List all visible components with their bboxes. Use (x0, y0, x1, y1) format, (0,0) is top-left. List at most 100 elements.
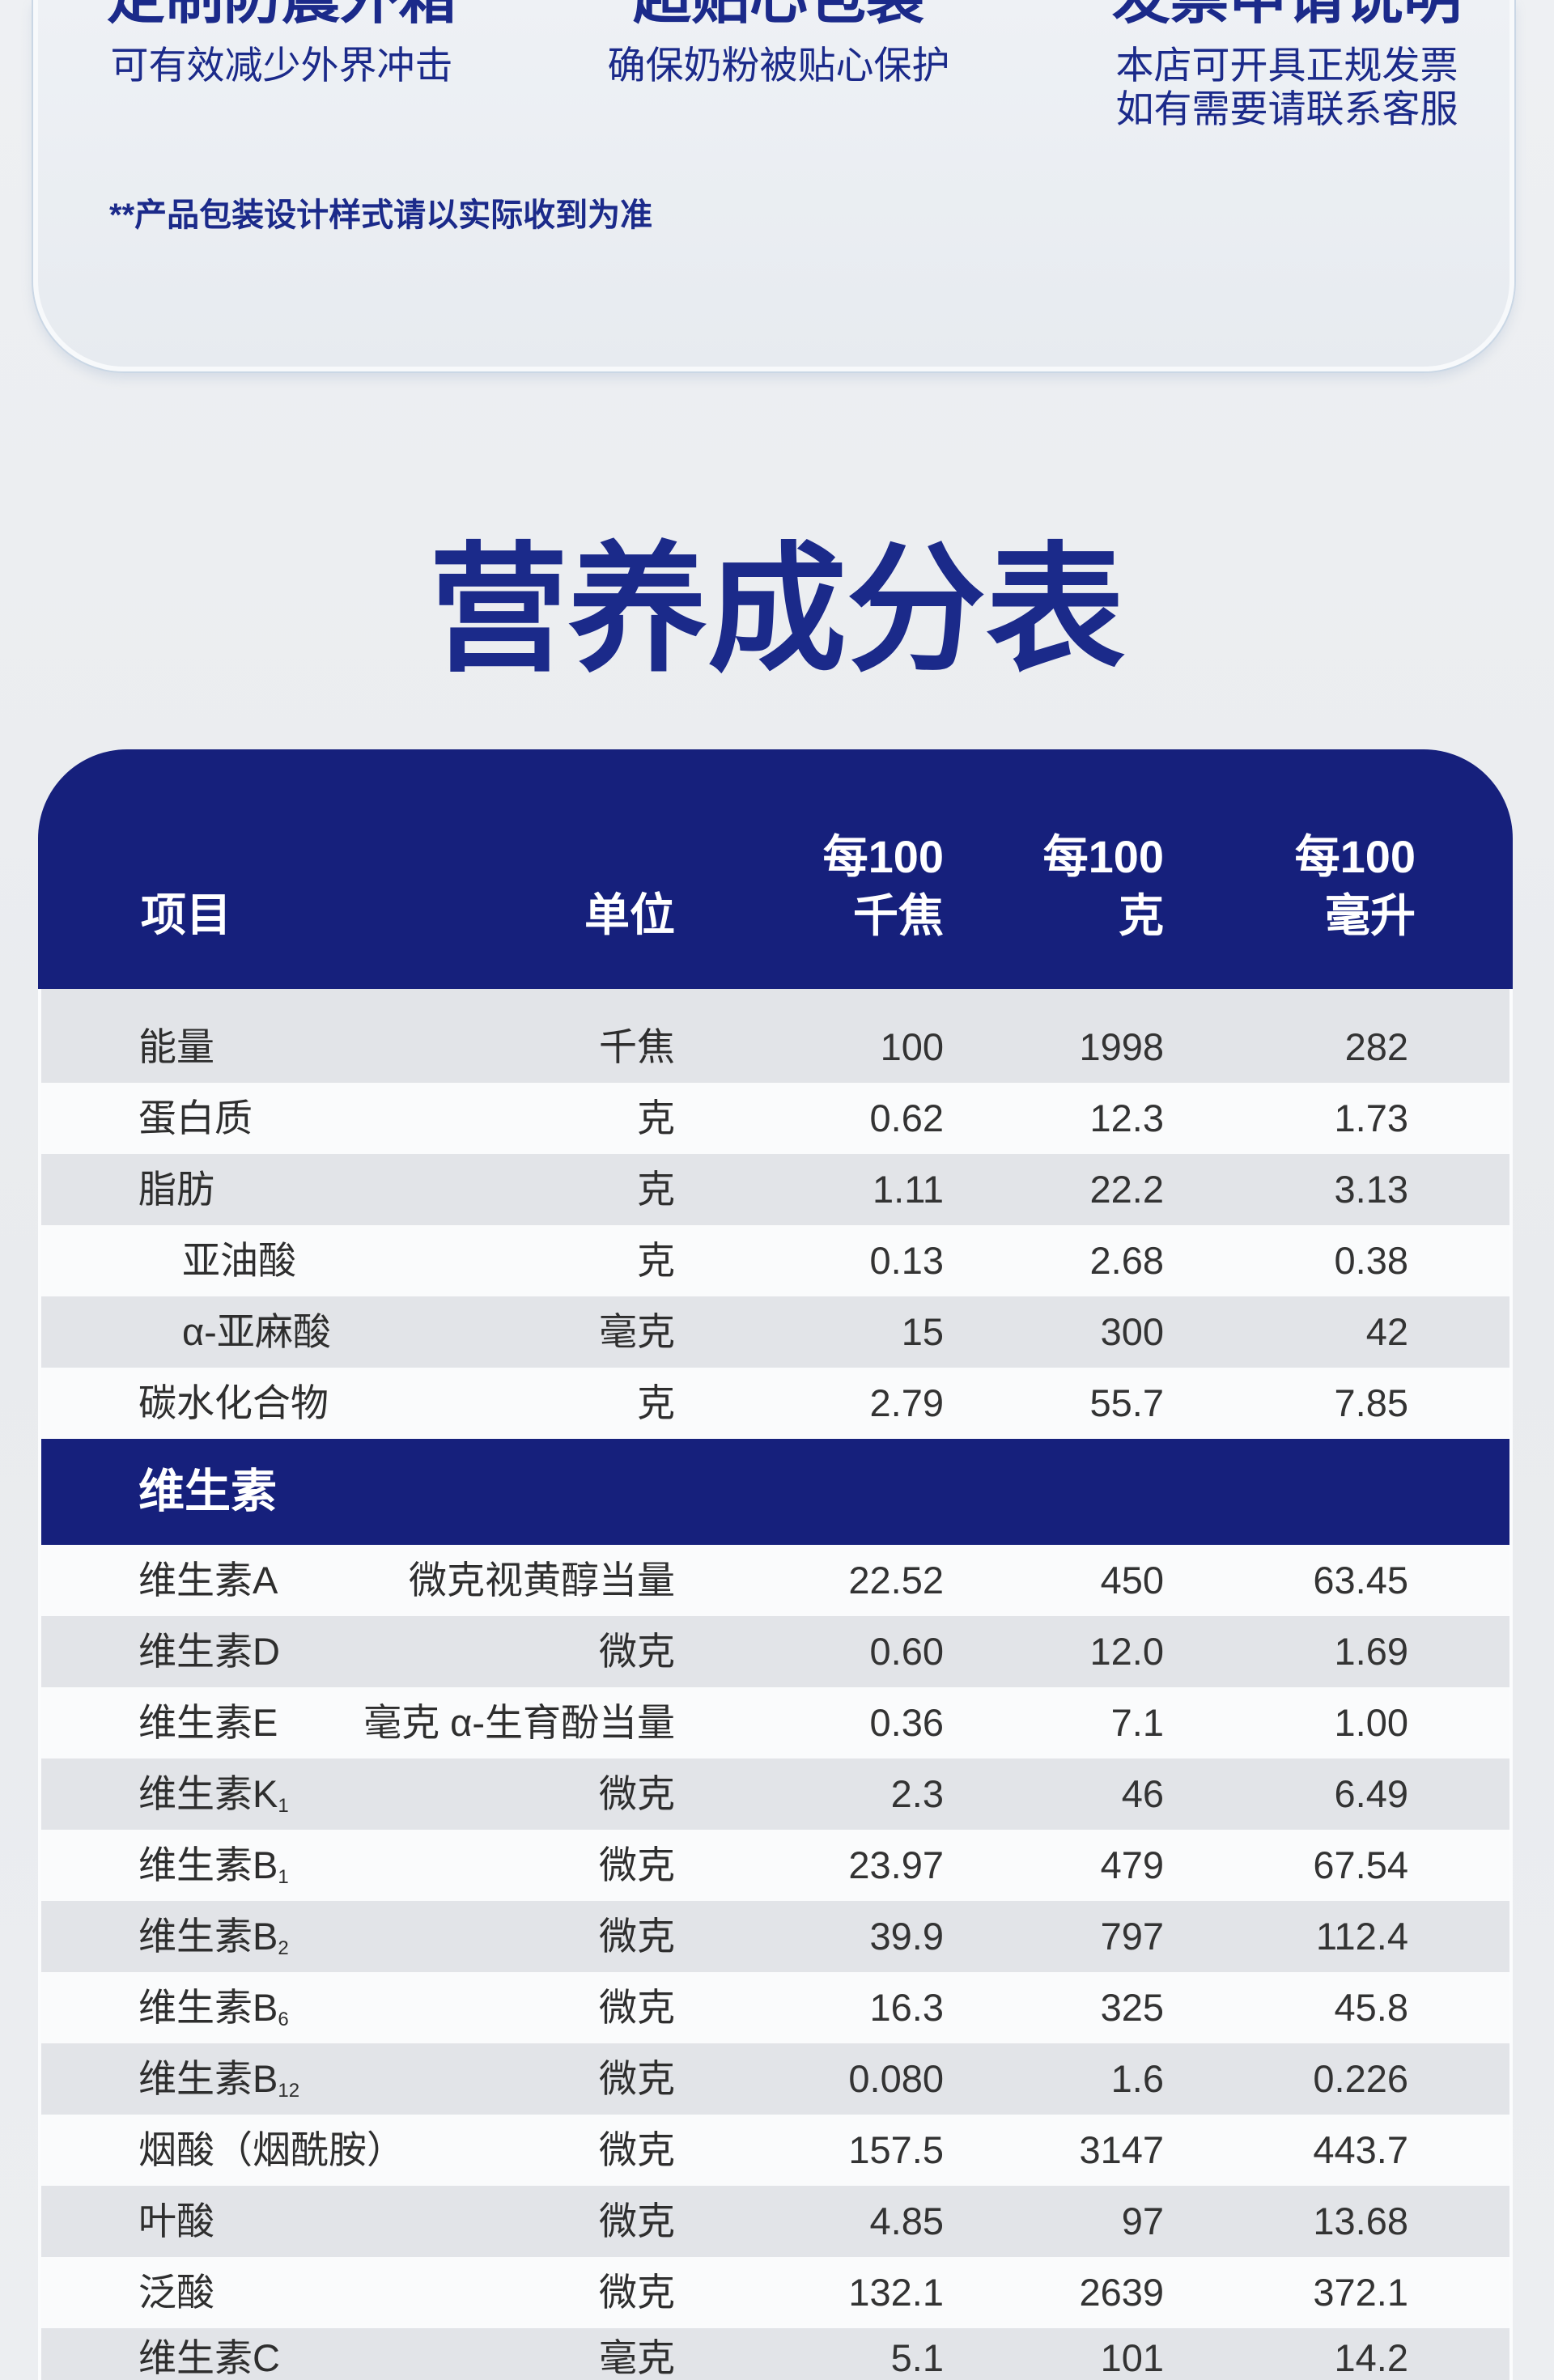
row-vitamin-b2: 维生素B2 微克 39.9 797 112.4 (41, 1901, 1509, 1972)
value-per-100ml: 63.45 (1313, 1559, 1408, 1602)
value-per-100kj: 0.62 (869, 1097, 944, 1139)
row-vitamin-d: 维生素D 微克 0.60 12.0 1.69 (41, 1616, 1509, 1687)
nutrition-table: 项目 单位 每100 千焦 每100 克 每100 毫升 能量 千焦 100 1… (38, 749, 1513, 2380)
row-protein: 蛋白质 克 0.62 12.3 1.73 (41, 1083, 1509, 1154)
column-header-line: 每100 (822, 831, 944, 882)
value-per-100kj: 16.3 (869, 1986, 944, 2029)
nutrient-unit: 微克 (599, 1915, 675, 1958)
nutrient-name-subscript: 1 (278, 1866, 289, 1888)
value-per-100ml: 112.4 (1315, 1915, 1408, 1958)
row-vitamin-c: 维生素C 毫克 5.1 101 14.2 (41, 2328, 1509, 2380)
value-per-100g: 101 (1100, 2336, 1164, 2379)
feature-title: 发票申请说明 (1068, 0, 1505, 28)
value-per-100kj: 4.85 (869, 2200, 944, 2242)
value-per-100ml: 443.7 (1313, 2128, 1408, 2171)
nutrient-unit: 毫克 (599, 1310, 675, 1353)
feature-description-line: 确保奶粉被贴心保护 (607, 44, 950, 87)
value-per-100g: 325 (1100, 1986, 1164, 2029)
nutrient-unit: 微克 (599, 2271, 675, 2314)
packaging-note: **产品包装设计样式请以实际收到为准 (109, 197, 653, 233)
value-per-100g: 55.7 (1089, 1381, 1164, 1424)
nutrient-name: 蛋白质 (138, 1097, 253, 1139)
value-per-100g: 2639 (1079, 2271, 1164, 2314)
feature-shockproof-box: 定制防震外箱 可有效减少外界冲击 (63, 0, 500, 162)
value-per-100g: 12.3 (1089, 1097, 1164, 1139)
value-per-100kj: 2.3 (890, 1772, 944, 1815)
nutrient-name: 维生素D (138, 1630, 280, 1673)
nutrient-unit: 克 (637, 1168, 675, 1211)
value-per-100kj: 132.1 (848, 2271, 944, 2314)
nutrient-name: α-亚麻酸 (182, 1310, 331, 1353)
nutrient-unit: 微克 (599, 1843, 675, 1886)
service-features-card: 定制防震外箱 可有效减少外界冲击 超贴心包装 确保奶粉被贴心保护 发票申请说明 … (33, 0, 1514, 371)
column-header-line: 千焦 (853, 890, 944, 941)
table-body: 能量 千焦 100 1998 282 蛋白质 克 0.62 12.3 1.73 … (41, 989, 1509, 2380)
value-per-100ml: 1.69 (1334, 1630, 1408, 1673)
value-per-100kj: 157.5 (848, 2128, 944, 2171)
row-vitamin-b1: 维生素B1 微克 23.97 479 67.54 (41, 1830, 1509, 1901)
value-per-100kj: 0.60 (869, 1630, 944, 1673)
nutrient-name-subscript: 1 (278, 1795, 289, 1817)
value-per-100ml: 42 (1365, 1310, 1408, 1353)
row-pantothenic-acid: 泛酸 微克 132.1 2639 372.1 (41, 2257, 1509, 2328)
row-vitamin-a: 维生素A 微克视黄醇当量 22.52 450 63.45 (41, 1545, 1509, 1616)
nutrient-unit: 克 (637, 1381, 675, 1424)
value-per-100g: 3147 (1079, 2128, 1164, 2171)
nutrient-name: 泛酸 (138, 2271, 214, 2314)
value-per-100kj: 15 (901, 1310, 944, 1353)
row-vitamin-k1: 维生素K1 微克 2.3 46 6.49 (41, 1758, 1509, 1830)
nutrient-name: 维生素B2 (138, 1901, 289, 1972)
feature-description: 可有效减少外界冲击 (63, 44, 500, 87)
nutrient-name: 维生素E (138, 1701, 278, 1744)
vitamins-section-header: 维生素 (41, 1439, 1509, 1545)
nutrient-name: 维生素B1 (138, 1830, 289, 1901)
row-energy: 能量 千焦 100 1998 282 (41, 1012, 1509, 1083)
nutrient-name: 能量 (138, 1025, 214, 1068)
feature-title: 超贴心包装 (560, 0, 997, 28)
value-per-100g: 479 (1100, 1843, 1164, 1886)
nutrient-name: 维生素A (138, 1559, 278, 1602)
nutrient-name-subscript: 2 (278, 1937, 289, 1959)
value-per-100ml: 6.49 (1334, 1772, 1408, 1815)
nutrient-unit: 微克 (599, 2128, 675, 2171)
nutrient-name: 烟酸（烟酰胺） (138, 2128, 405, 2171)
column-header-per-100g: 每100 克 (1043, 827, 1164, 945)
value-per-100g: 7.1 (1110, 1701, 1164, 1744)
value-per-100kj: 0.13 (869, 1239, 944, 1282)
value-per-100ml: 7.85 (1334, 1381, 1408, 1424)
value-per-100kj: 1.11 (873, 1168, 944, 1211)
nutrient-unit: 克 (637, 1097, 675, 1139)
row-linoleic-acid: 亚油酸 克 0.13 2.68 0.38 (41, 1225, 1509, 1296)
feature-description: 本店可开具正规发票 如有需要请联系客服 (1068, 44, 1505, 131)
section-title: 营养成分表 (429, 532, 1125, 688)
value-per-100kj: 22.52 (848, 1559, 944, 1602)
nutrient-name-text: 维生素B (138, 1986, 278, 2029)
value-per-100g: 797 (1100, 1915, 1164, 1958)
nutrient-unit: 毫克 (599, 2336, 675, 2379)
nutrient-name-subscript: 6 (278, 2009, 289, 2030)
value-per-100g: 1998 (1079, 1025, 1164, 1068)
value-per-100ml: 0.226 (1313, 2057, 1408, 2100)
value-per-100kj: 39.9 (869, 1915, 944, 1958)
value-per-100kj: 0.36 (869, 1701, 944, 1744)
nutrient-unit: 克 (637, 1239, 675, 1282)
value-per-100ml: 13.68 (1313, 2200, 1408, 2242)
feature-title: 定制防震外箱 (63, 0, 500, 28)
nutrient-name: 叶酸 (138, 2200, 214, 2242)
value-per-100g: 22.2 (1089, 1168, 1164, 1211)
value-per-100ml: 3.13 (1334, 1168, 1408, 1211)
row-folic-acid: 叶酸 微克 4.85 97 13.68 (41, 2186, 1509, 2257)
nutrient-unit: 微克视黄醇当量 (409, 1559, 675, 1602)
row-vitamin-b12: 维生素B12 微克 0.080 1.6 0.226 (41, 2043, 1509, 2115)
feature-description: 确保奶粉被贴心保护 (560, 44, 997, 87)
column-header-line: 每100 (1294, 831, 1416, 882)
value-per-100g: 12.0 (1089, 1630, 1164, 1673)
value-per-100ml: 1.73 (1334, 1097, 1408, 1139)
value-per-100g: 300 (1100, 1310, 1164, 1353)
feature-careful-packaging: 超贴心包装 确保奶粉被贴心保护 (560, 0, 997, 162)
nutrient-name-text: 维生素B (138, 2057, 278, 2100)
value-per-100ml: 45.8 (1334, 1986, 1408, 2029)
row-niacin: 烟酸（烟酰胺） 微克 157.5 3147 443.7 (41, 2115, 1509, 2186)
value-per-100kj: 2.79 (869, 1381, 944, 1424)
column-header-unit: 单位 (584, 889, 675, 940)
